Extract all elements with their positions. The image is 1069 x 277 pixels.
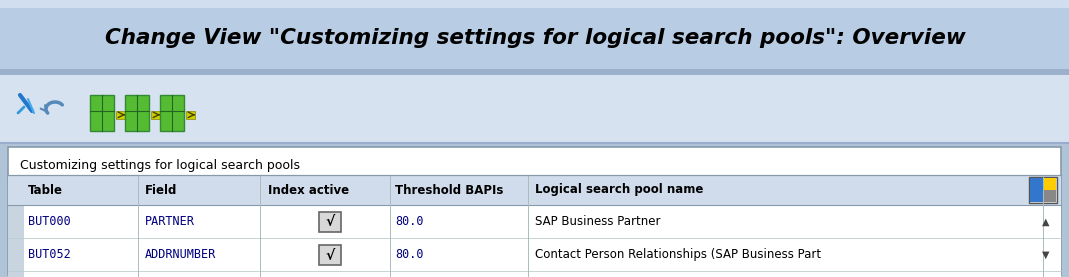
Bar [7,205,1062,238]
Bar [1043,190,1056,202]
Text: BUT000: BUT000 [28,215,71,228]
Text: ADDRNUMBER: ADDRNUMBER [145,248,216,261]
Text: Index active: Index active [268,183,350,196]
Bar [7,147,1062,275]
Text: √: √ [325,216,335,230]
Bar [7,175,1062,205]
Text: Table: Table [28,183,63,196]
Text: Threshold BAPIs: Threshold BAPIs [396,183,503,196]
Text: ▲: ▲ [1042,217,1050,227]
Bar [1029,177,1057,203]
Bar [0,0,1069,75]
Bar [7,238,24,271]
Bar [160,95,184,131]
Bar [319,245,341,265]
Text: Field: Field [145,183,177,196]
Text: Logical search pool name: Logical search pool name [534,183,703,196]
Bar [117,111,125,119]
Bar [319,212,341,232]
Text: ▼: ▼ [1042,250,1050,260]
Bar [1043,178,1056,190]
Bar [90,95,114,131]
Bar [7,271,24,277]
Bar [0,69,1069,75]
Bar [7,238,1062,271]
Text: √: √ [325,248,335,263]
Text: SAP Business Partner: SAP Business Partner [534,215,661,228]
Bar [125,95,149,131]
Bar [7,271,1062,277]
Text: Customizing settings for logical search pools: Customizing settings for logical search … [20,159,300,172]
Bar [0,0,1069,8]
Text: Contact Person Relationships (SAP Business Part: Contact Person Relationships (SAP Busine… [534,248,821,261]
Bar [151,111,160,119]
Text: BUT052: BUT052 [28,248,71,261]
Text: 80.0: 80.0 [396,248,423,261]
Bar [186,111,195,119]
Text: PARTNER: PARTNER [145,215,195,228]
Bar [7,205,24,238]
Bar [1031,178,1043,202]
Text: Change View "Customizing settings for logical search pools": Overview: Change View "Customizing settings for lo… [105,28,965,48]
Text: 80.0: 80.0 [396,215,423,228]
Bar [0,75,1069,143]
